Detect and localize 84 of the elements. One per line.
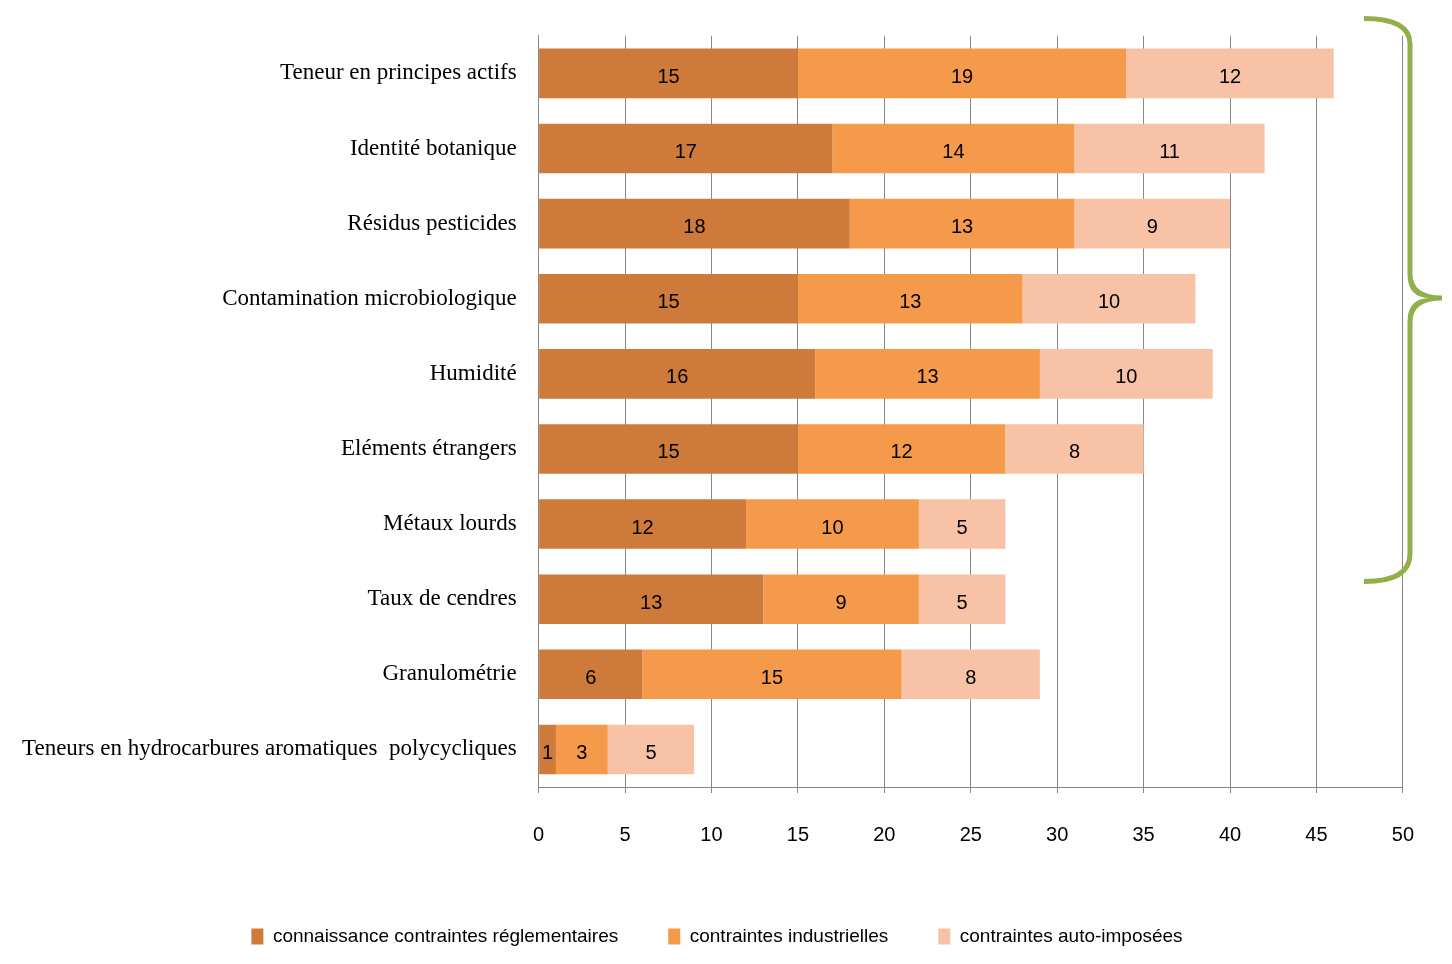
bar	[1074, 198, 1231, 249]
legend-label: connaissance contraintes réglementaires	[272, 924, 619, 946]
data-label: 13	[640, 590, 663, 613]
bar	[797, 48, 1127, 99]
data-label: 13	[916, 365, 939, 388]
data-label: 8	[965, 665, 977, 688]
bar	[539, 499, 747, 549]
y-tick-label: Humidité	[429, 359, 517, 385]
bar	[849, 198, 1075, 249]
data-label: 14	[942, 140, 965, 162]
data-label: 15	[657, 64, 680, 87]
bar	[918, 574, 1006, 624]
data-label: 3	[576, 740, 588, 763]
y-tick-label: Métaux lourds	[383, 510, 517, 536]
bar	[797, 273, 1023, 324]
bar	[539, 349, 816, 399]
data-label: 12	[1218, 64, 1242, 87]
y-tick-label: Taux de cendres	[367, 585, 517, 611]
bar	[918, 499, 1006, 549]
bar	[539, 724, 556, 775]
bar	[539, 424, 798, 474]
data-label: 16	[666, 365, 689, 388]
x-tick-label: 5	[619, 822, 631, 845]
legend-label: contraintes industrielles	[689, 924, 889, 946]
data-label: 10	[1097, 290, 1121, 313]
x-tick-label: 10	[700, 822, 723, 845]
bar	[746, 499, 919, 549]
bar	[797, 424, 1006, 474]
y-tick-label: Teneur en principes actifs	[280, 59, 517, 85]
bar	[815, 349, 1040, 399]
x-tick-label: 15	[786, 822, 810, 845]
bar	[555, 724, 608, 775]
data-label: 9	[1146, 215, 1158, 238]
bar	[832, 123, 1075, 174]
data-label: 13	[950, 215, 974, 238]
bar	[1126, 48, 1334, 99]
bar	[642, 649, 902, 700]
data-label: 1	[541, 740, 554, 763]
data-label: 17	[674, 140, 697, 162]
data-label: 10	[821, 515, 844, 538]
y-tick-label: Teneurs en hydrocarbures aromatiques polycycliques	[21, 735, 517, 761]
x-tick-label: 20	[873, 822, 896, 845]
x-tick-label: 40	[1218, 822, 1242, 845]
bar	[539, 198, 850, 249]
x-tick-label: 0	[533, 822, 545, 845]
data-label: 11	[1159, 140, 1180, 162]
bar	[1039, 349, 1213, 399]
data-label: 15	[657, 440, 680, 463]
data-label: 10	[1115, 365, 1138, 388]
x-tick-label: 45	[1305, 822, 1328, 845]
data-label: 12	[631, 515, 654, 538]
y-tick-label: Contamination microbiologique	[222, 284, 517, 310]
data-label: 5	[956, 515, 968, 538]
bar	[539, 649, 643, 700]
data-label: 5	[645, 740, 657, 763]
y-tick-label: Eléments étrangers	[341, 435, 517, 461]
bar	[1074, 123, 1265, 174]
bar	[1022, 273, 1196, 324]
data-label: 15	[657, 290, 680, 313]
bar	[539, 273, 798, 324]
y-tick-label: Identité botanique	[349, 134, 517, 160]
data-label: 15	[760, 665, 784, 688]
data-label: 6	[585, 665, 597, 688]
bar	[1005, 424, 1144, 474]
data-label: 19	[950, 64, 974, 87]
legend-label: contraintes auto-imposées	[959, 924, 1183, 946]
bar	[539, 574, 764, 624]
data-label: 18	[683, 215, 706, 238]
data-label: 13	[899, 290, 922, 313]
y-tick-label: Résidus pesticides	[347, 209, 517, 235]
bar	[539, 123, 833, 174]
bar	[763, 574, 919, 624]
x-tick-label: 30	[1046, 822, 1069, 845]
x-tick-label: 50	[1391, 822, 1414, 845]
data-label: 12	[890, 440, 913, 463]
bar	[539, 48, 798, 99]
x-tick-label: 25	[959, 822, 982, 845]
x-tick-label: 35	[1132, 822, 1155, 845]
bar	[901, 649, 1040, 700]
data-label: 8	[1068, 440, 1081, 463]
data-label: 5	[956, 590, 968, 613]
bar	[607, 724, 695, 775]
data-label: 9	[835, 590, 847, 613]
y-tick-label: Granulométrie	[382, 660, 517, 686]
